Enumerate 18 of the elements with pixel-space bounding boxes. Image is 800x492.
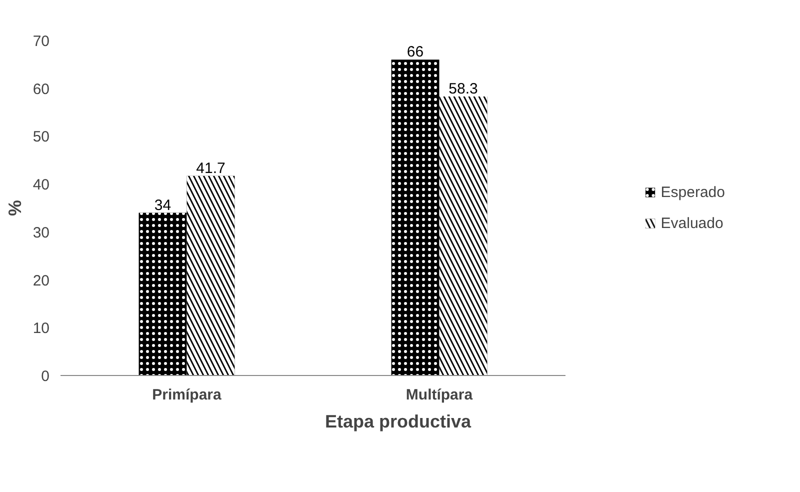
- y-tick-label: 30: [32, 224, 50, 242]
- legend-label: Evaluado: [660, 214, 724, 232]
- legend-label: Esperado: [660, 184, 725, 200]
- y-tick-label: 50: [32, 128, 50, 146]
- y-tick-label: 70: [32, 33, 50, 50]
- y-tick-label: 20: [32, 272, 50, 290]
- data-label: 66: [406, 44, 424, 61]
- y-tick-label: 40: [32, 176, 50, 194]
- y-tick-label: 0: [41, 368, 50, 385]
- data-label: 41.7: [196, 160, 226, 177]
- y-axis-title: %: [4, 200, 25, 216]
- y-tick-label: 60: [32, 80, 50, 98]
- x-axis-title: Etapa productiva: [324, 412, 472, 432]
- x-tick-label: Multípara: [406, 386, 474, 404]
- data-label: 34: [154, 196, 172, 214]
- y-tick-label: 10: [32, 320, 50, 338]
- x-tick-label: Primípara: [152, 386, 222, 404]
- data-label: 58.3: [448, 80, 478, 98]
